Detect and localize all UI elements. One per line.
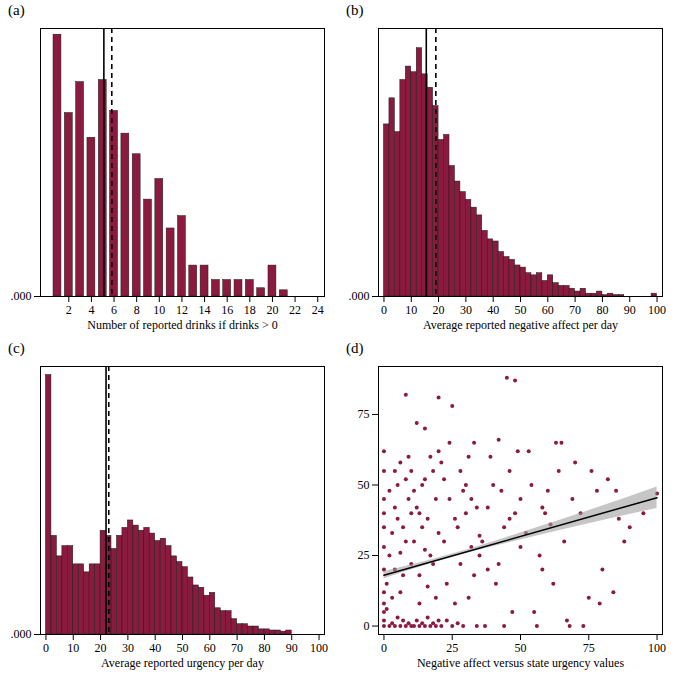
svg-text:80: 80 <box>258 641 270 655</box>
svg-text:50: 50 <box>515 641 527 655</box>
svg-text:10: 10 <box>153 303 165 317</box>
svg-text:14: 14 <box>199 303 211 317</box>
svg-text:Negative affect versus state u: Negative affect versus state urgency val… <box>417 656 624 670</box>
svg-text:25: 25 <box>446 641 458 655</box>
svg-text:70: 70 <box>569 303 581 317</box>
svg-text:75: 75 <box>358 407 370 421</box>
svg-text:22: 22 <box>289 303 301 317</box>
svg-text:12: 12 <box>176 303 188 317</box>
svg-text:20: 20 <box>95 641 107 655</box>
svg-text:0: 0 <box>364 619 370 633</box>
html-text:(c): (c) <box>8 340 25 356</box>
svg-text:60: 60 <box>542 303 554 317</box>
svg-text:100: 100 <box>310 641 328 655</box>
svg-text:0: 0 <box>381 641 387 655</box>
svg-text:50: 50 <box>177 641 189 655</box>
svg-text:20: 20 <box>433 303 445 317</box>
svg-text:6: 6 <box>111 303 117 317</box>
svg-text:.000: .000 <box>11 289 32 303</box>
html-text:(d): (d) <box>346 340 364 356</box>
svg-text:18: 18 <box>244 303 256 317</box>
svg-text:Number of reported drinks if d: Number of reported drinks if drinks > 0 <box>87 318 277 332</box>
svg-text:40: 40 <box>149 641 161 655</box>
svg-text:24: 24 <box>312 303 324 317</box>
svg-text:.000: .000 <box>11 627 32 641</box>
svg-text:10: 10 <box>405 303 417 317</box>
svg-text:50: 50 <box>358 478 370 492</box>
svg-text:60: 60 <box>204 641 216 655</box>
svg-text:2: 2 <box>66 303 72 317</box>
svg-text:20: 20 <box>266 303 278 317</box>
svg-text:90: 90 <box>624 303 636 317</box>
svg-text:100: 100 <box>648 641 666 655</box>
svg-text:0: 0 <box>381 303 387 317</box>
svg-text:4: 4 <box>88 303 94 317</box>
svg-text:Average reported negative affe: Average reported negative affect per day <box>423 318 618 332</box>
svg-text:100: 100 <box>648 303 666 317</box>
svg-text:80: 80 <box>596 303 608 317</box>
svg-text:Average reported urgency per d: Average reported urgency per day <box>101 656 264 670</box>
svg-text:30: 30 <box>460 303 472 317</box>
svg-text:50: 50 <box>515 303 527 317</box>
svg-text:75: 75 <box>583 641 595 655</box>
svg-text:10: 10 <box>67 641 79 655</box>
svg-text:25: 25 <box>358 548 370 562</box>
svg-text:8: 8 <box>134 303 140 317</box>
svg-text:90: 90 <box>286 641 298 655</box>
html-text:(b): (b) <box>346 2 364 18</box>
svg-text:40: 40 <box>487 303 499 317</box>
svg-text:.000: .000 <box>349 289 370 303</box>
svg-text:16: 16 <box>221 303 233 317</box>
svg-text:30: 30 <box>122 641 134 655</box>
html-text:(a): (a) <box>8 2 25 18</box>
svg-text:0: 0 <box>43 641 49 655</box>
svg-text:70: 70 <box>231 641 243 655</box>
